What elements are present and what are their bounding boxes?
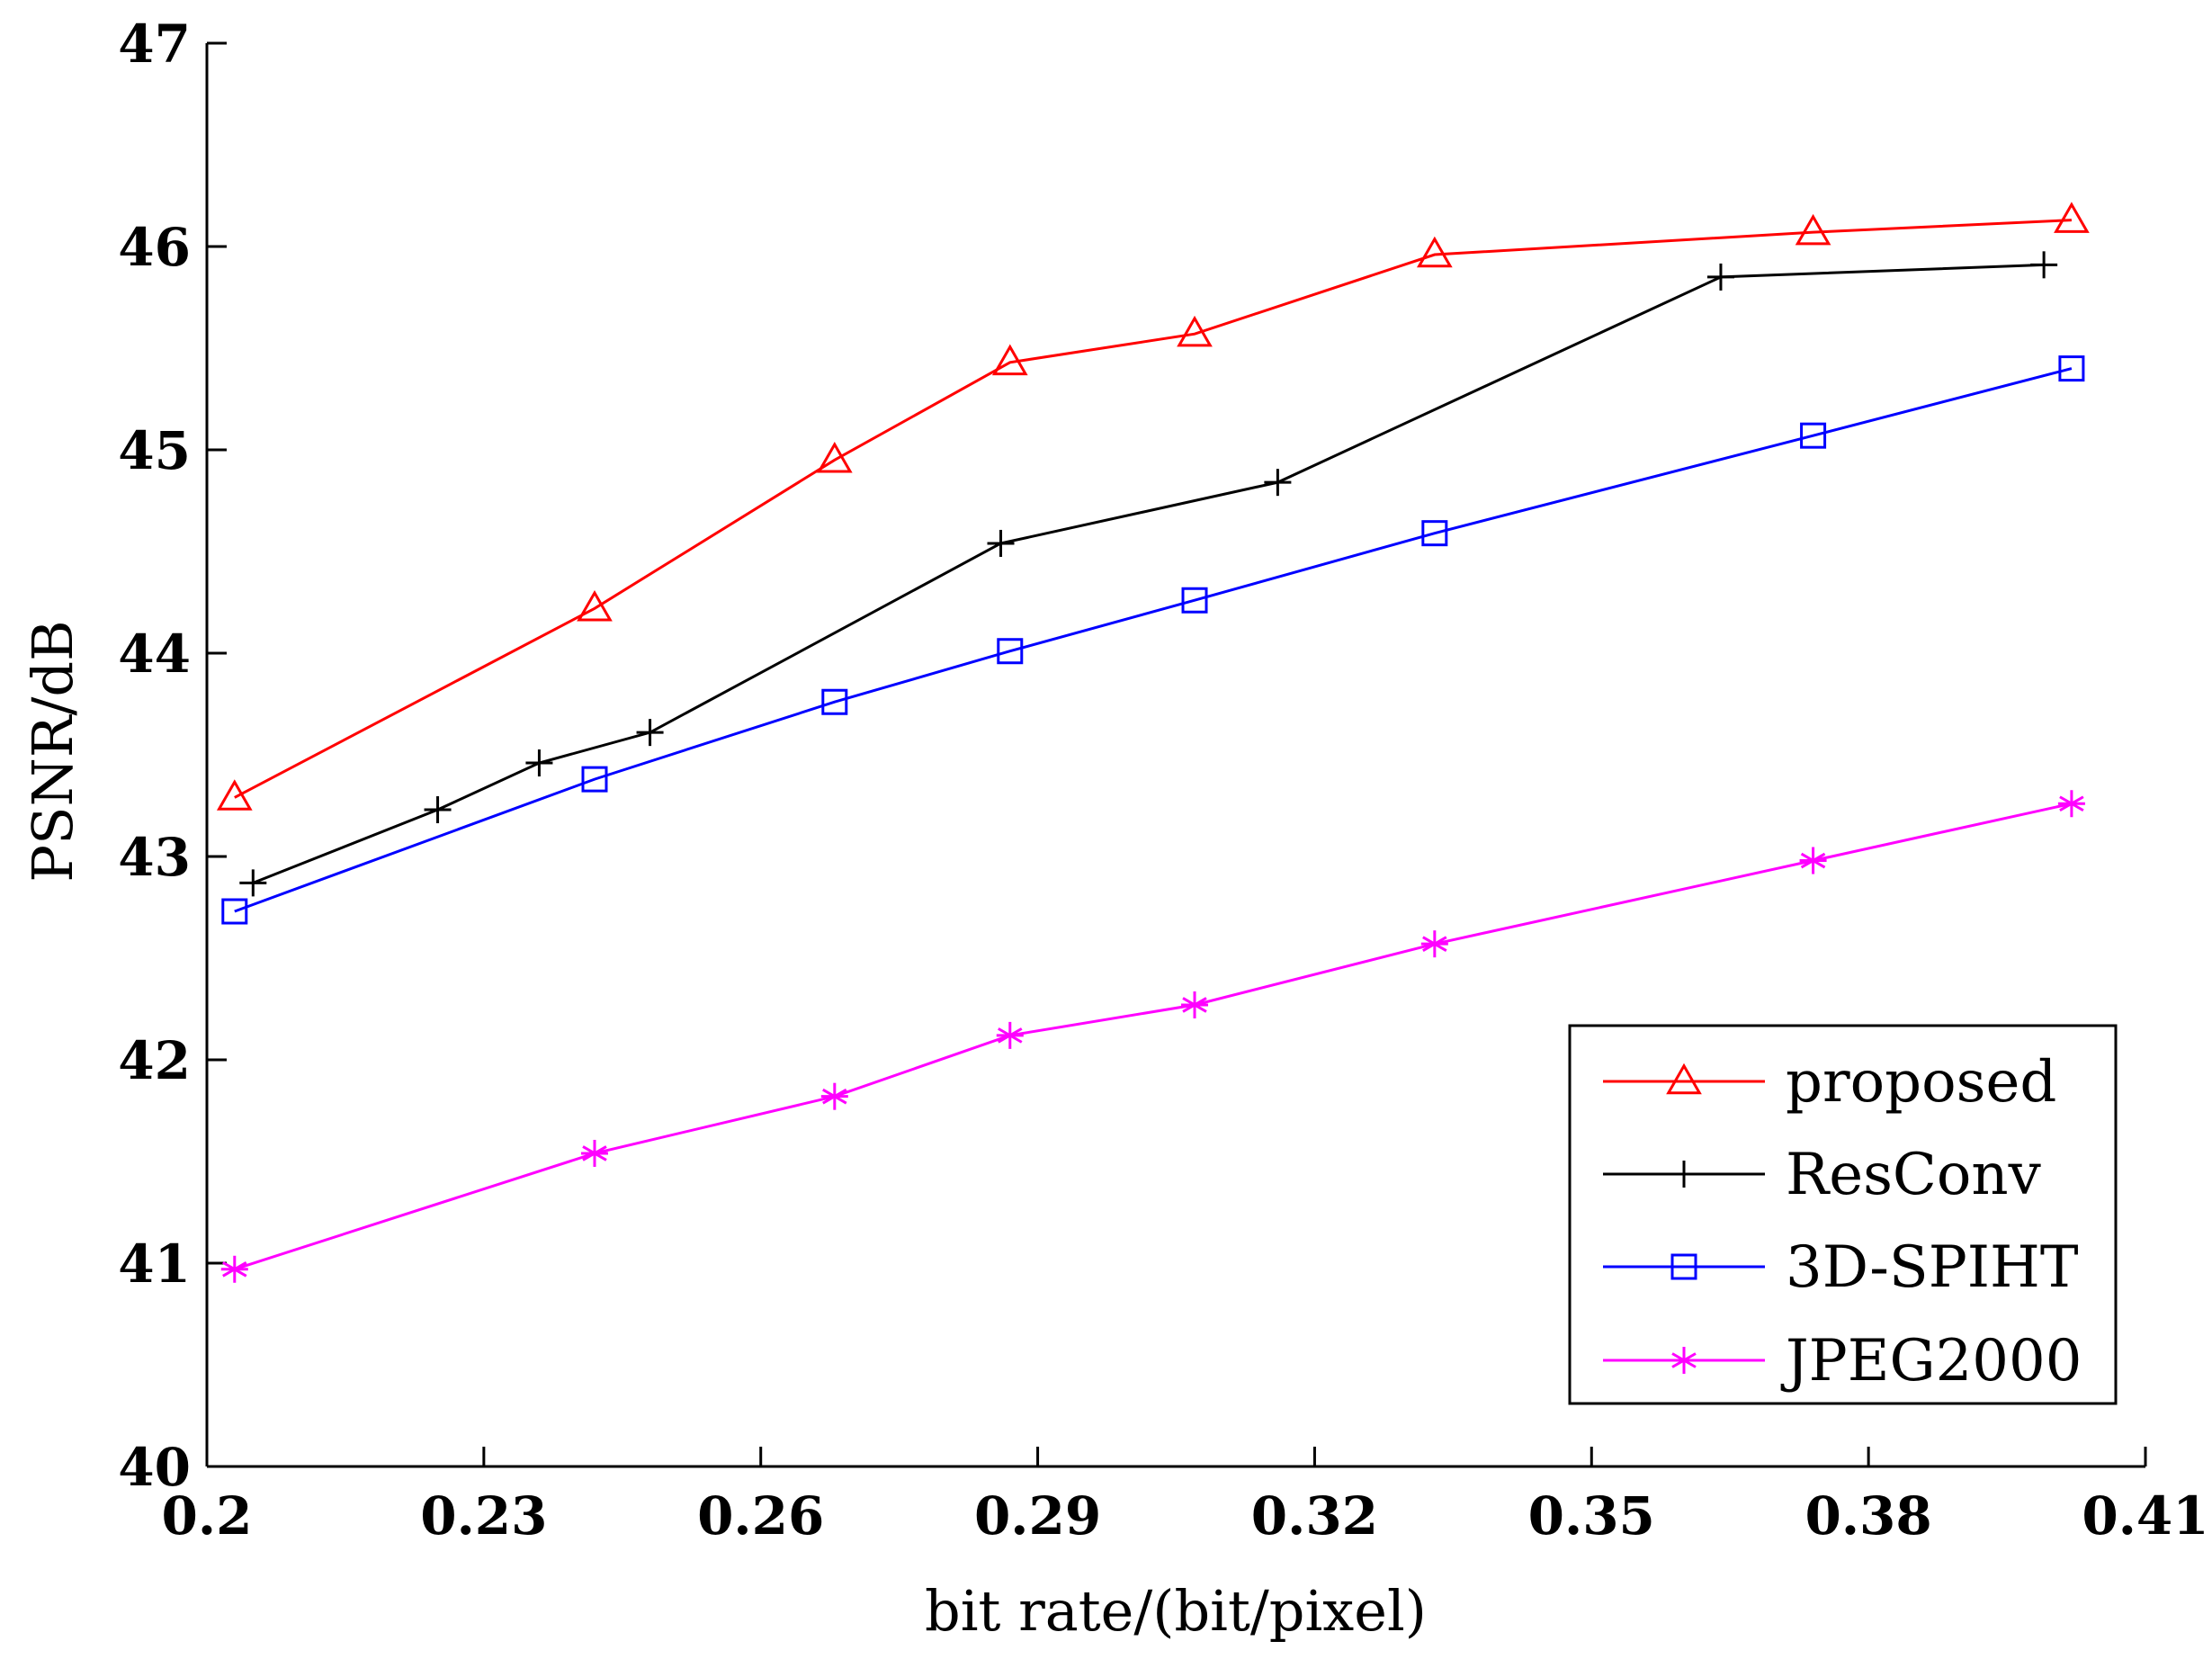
y-tick-label: 45 bbox=[118, 420, 191, 481]
tick-labels: 0.2 0.23 0.26 0.29 0.32 0.35 0.38 0.41 40 41 42 43 4… bbox=[118, 13, 2208, 1547]
legend-marker bbox=[1670, 1161, 1697, 1188]
y-axis-title: PSNR/dB bbox=[20, 620, 85, 882]
legend-item-jpeg2000: JPEG2000 bbox=[1603, 1328, 2082, 1394]
legend-item-3d-spiht: 3D-SPIHT bbox=[1603, 1234, 2079, 1301]
data-point-proposed bbox=[1795, 213, 1831, 246]
data-point-3d-spiht bbox=[2058, 355, 2085, 382]
data-point-3d-spiht bbox=[1800, 422, 1827, 449]
x-axis-title: bit rate/(bit/pixel) bbox=[925, 1578, 1427, 1644]
legend-item-proposed: proposed bbox=[1603, 1049, 2056, 1116]
series-line-proposed bbox=[234, 219, 2072, 799]
data-point-3d-spiht bbox=[221, 898, 248, 925]
legend-item-resconv: ResConv bbox=[1603, 1142, 2041, 1208]
legend-marker bbox=[1670, 1253, 1697, 1280]
data-point-resconv bbox=[636, 719, 664, 747]
legend-marker bbox=[1670, 1347, 1697, 1374]
x-tick-label: 0.29 bbox=[974, 1485, 1101, 1547]
y-tick-label: 47 bbox=[118, 13, 191, 75]
data-point-proposed bbox=[1416, 236, 1453, 268]
x-tick-label: 0.38 bbox=[1805, 1485, 1932, 1547]
y-tick-label: 44 bbox=[118, 623, 191, 685]
data-point-jpeg2000 bbox=[581, 1139, 608, 1167]
data-point-jpeg2000 bbox=[2057, 790, 2085, 818]
legend: proposed ResConv 3D-SPIHT JPEG2000 bbox=[1568, 1024, 2118, 1405]
y-tick-label: 43 bbox=[118, 827, 191, 888]
series-jpeg2000 bbox=[220, 790, 2085, 1283]
data-point-proposed bbox=[577, 590, 613, 622]
x-tick-label: 0.35 bbox=[1528, 1485, 1655, 1547]
series-line-resconv bbox=[252, 263, 2045, 884]
data-point-3d-spiht bbox=[997, 638, 1024, 665]
data-point-proposed bbox=[2054, 202, 2090, 233]
data-point-resconv bbox=[239, 869, 267, 897]
data-point-proposed bbox=[816, 442, 853, 473]
data-point-resconv bbox=[424, 796, 452, 824]
legend-marker bbox=[1666, 1063, 1702, 1095]
data-point-jpeg2000 bbox=[1799, 847, 1827, 874]
series-proposed bbox=[216, 202, 2090, 811]
y-tick-label: 46 bbox=[118, 217, 191, 278]
legend-label: ResConv bbox=[1786, 1142, 2041, 1208]
data-point-3d-spiht bbox=[821, 688, 848, 715]
data-point-resconv bbox=[987, 529, 1015, 557]
data-point-resconv bbox=[1264, 469, 1292, 497]
data-point-proposed bbox=[216, 779, 253, 811]
y-tick-label: 42 bbox=[118, 1030, 191, 1091]
data-point-resconv bbox=[2030, 251, 2058, 279]
legend-items: proposed ResConv 3D-SPIHT JPEG2000 bbox=[1603, 1049, 2082, 1394]
data-point-3d-spiht bbox=[581, 766, 608, 793]
series-line-jpeg2000 bbox=[234, 802, 2073, 1271]
data-point-3d-spiht bbox=[1181, 587, 1208, 614]
y-tick-label: 41 bbox=[118, 1233, 191, 1295]
legend-label: JPEG2000 bbox=[1780, 1328, 2082, 1394]
x-tick-label: 0.2 bbox=[162, 1485, 253, 1547]
x-tick-label: 0.23 bbox=[420, 1485, 547, 1547]
data-point-jpeg2000 bbox=[1181, 991, 1209, 1018]
data-point-resconv bbox=[525, 749, 553, 777]
data-point-resconv bbox=[1706, 263, 1734, 291]
x-tick-label: 0.32 bbox=[1251, 1485, 1378, 1547]
legend-label: 3D-SPIHT bbox=[1786, 1234, 2079, 1301]
series-3d-spiht bbox=[221, 355, 2085, 925]
data-point-proposed bbox=[1177, 315, 1213, 347]
data-point-jpeg2000 bbox=[220, 1255, 248, 1283]
data-point-jpeg2000 bbox=[820, 1082, 848, 1110]
data-point-proposed bbox=[991, 344, 1028, 376]
x-tick-label: 0.26 bbox=[697, 1485, 824, 1547]
series-line-3d-spiht bbox=[234, 367, 2073, 913]
axes bbox=[205, 41, 2147, 1468]
data-point-jpeg2000 bbox=[996, 1021, 1024, 1049]
legend-box bbox=[1568, 1024, 2118, 1405]
y-tick-label: 40 bbox=[118, 1437, 191, 1498]
series-resconv bbox=[239, 251, 2058, 897]
data-point-3d-spiht bbox=[1421, 520, 1448, 547]
series-layer bbox=[216, 202, 2090, 1283]
data-point-jpeg2000 bbox=[1420, 930, 1448, 958]
x-tick-label: 0.41 bbox=[2082, 1485, 2208, 1547]
legend-label: proposed bbox=[1786, 1049, 2056, 1116]
